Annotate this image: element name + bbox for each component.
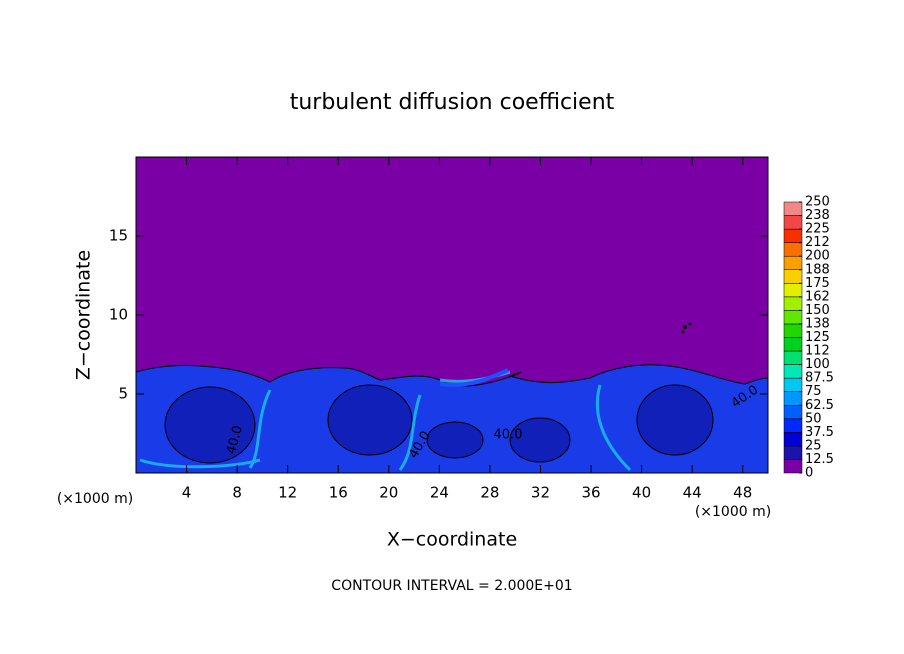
colorbar-label: 212	[805, 235, 830, 250]
chart-title: turbulent diffusion coefficient	[290, 90, 615, 115]
colorbar-cell	[783, 269, 803, 284]
colorbar-cell	[783, 296, 803, 311]
colorbar-label: 100	[805, 357, 830, 372]
x-tick-label: 8	[232, 484, 242, 502]
colorbar-label: 112	[805, 344, 830, 359]
colorbar-cell	[783, 405, 803, 420]
colorbar-cell	[783, 255, 803, 271]
colorbar-cell	[783, 283, 803, 298]
colorbar-label: 37.5	[805, 425, 834, 440]
colorbar-label: 200	[805, 249, 830, 264]
x-tick-label: 36	[581, 484, 600, 502]
colorbar-cell	[783, 310, 803, 325]
colorbar-label: 150	[805, 303, 830, 318]
y-tick-label: 10	[109, 306, 128, 324]
colorbar-cell	[783, 201, 803, 216]
colorbar-label: 87.5	[805, 371, 834, 386]
plot-area	[135, 156, 769, 474]
colorbar-label: 0	[805, 466, 813, 481]
specks	[681, 322, 692, 334]
colorbar-label: 138	[805, 316, 830, 331]
colorbar-label: 175	[805, 276, 830, 291]
x-tick-label: 44	[683, 484, 702, 502]
colorbar-label: 125	[805, 330, 830, 345]
footnote: CONTOUR INTERVAL = 2.000E+01	[331, 578, 572, 594]
x-tick-label: 12	[278, 484, 297, 502]
x-tick-label: 20	[379, 484, 398, 502]
vortex-cores	[164, 384, 714, 464]
colorbar-cell	[783, 377, 803, 392]
colorbar-cell	[783, 364, 803, 379]
colorbar-cell	[783, 432, 803, 447]
colorbar-label: 75	[805, 384, 822, 399]
x-tick-label: 24	[430, 484, 449, 502]
colorbar-cell	[783, 215, 803, 230]
colorbar-cell	[783, 459, 803, 474]
y-tick-label: 15	[109, 227, 128, 245]
contour-label: 40.0	[224, 424, 246, 456]
x-unit: (×1000 m)	[57, 491, 133, 507]
plume	[439, 368, 509, 387]
x-axis-label: X−coordinate	[387, 529, 517, 551]
colorbar-cell	[783, 418, 803, 433]
x-tick-label: 28	[480, 484, 499, 502]
colorbar-label: 25	[805, 438, 822, 453]
colorbar-cell	[783, 337, 803, 352]
colorbar-cell	[783, 350, 803, 365]
y-axis-label: Z−coordinate	[73, 250, 95, 380]
x-tick-label: 32	[531, 484, 550, 502]
x-tick-label: 4	[182, 484, 192, 502]
colorbar-label: 62.5	[805, 398, 834, 413]
colorbar-label: 238	[805, 208, 830, 223]
x-tick-label: 40	[632, 484, 651, 502]
colorbar-cell	[783, 445, 803, 460]
y-tick-label: 5	[118, 385, 128, 403]
colorbar-label: 250	[805, 195, 830, 210]
x-tick-label: 16	[329, 484, 348, 502]
colorbar-cell	[783, 242, 803, 257]
colorbar-cell	[783, 391, 803, 406]
colorbar-label: 188	[805, 262, 830, 277]
colorbar-label: 50	[805, 411, 822, 426]
colorbar-cell	[783, 228, 803, 243]
x-unit-right: (×1000 m)	[695, 504, 771, 520]
shear-filaments	[139, 370, 632, 472]
contour-label: 40.0	[494, 428, 523, 443]
colorbar-label: 162	[805, 289, 830, 304]
x-tick-label: 48	[733, 484, 752, 502]
colorbar-label: 12.5	[805, 452, 834, 467]
colorbar-label: 225	[805, 222, 830, 237]
colorbar-cell	[783, 323, 803, 338]
